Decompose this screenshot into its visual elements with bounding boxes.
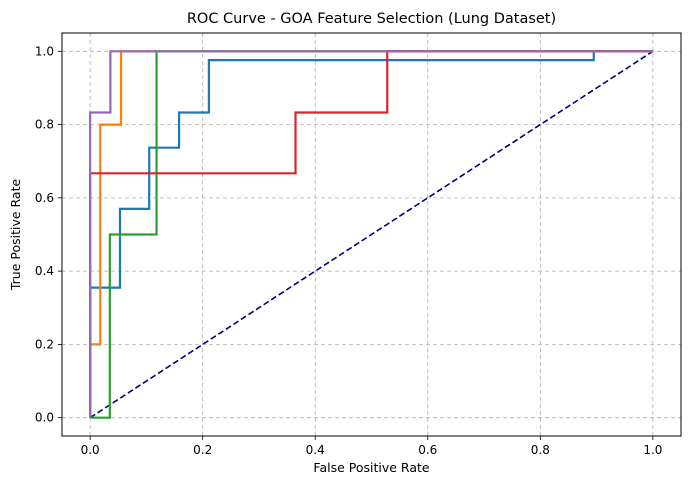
ticks: 0.0 0.2 0.4 0.6 0.8 1.0 0.0 0.2 0.4 0.6 0.8 1.0 (35, 44, 663, 457)
x-axis-label: False Positive Rate (313, 460, 429, 475)
plot-frame (61, 32, 682, 437)
y-tick-label: 0.2 (35, 337, 54, 351)
y-axis-label: True Positive Rate (8, 179, 23, 292)
x-tick-label: 0.4 (306, 443, 325, 457)
y-tick-label: 0.4 (35, 264, 54, 278)
chart-title: ROC Curve - GOA Feature Selection (Lung … (187, 11, 556, 27)
x-tick-label: 0.8 (531, 443, 550, 457)
y-tick-label: 1.0 (35, 44, 54, 58)
y-tick-label: 0.0 (35, 411, 54, 425)
y-tick-label: 0.6 (35, 191, 54, 205)
roc-curve-line-5 (89, 50, 653, 418)
x-tick-label: 0.2 (193, 443, 212, 457)
x-tick-label: 1.0 (643, 443, 662, 457)
x-tick-label: 0.6 (418, 443, 437, 457)
reference-diagonal-line (89, 50, 654, 419)
series-group (89, 50, 654, 419)
roc-curve-line-1 (89, 50, 653, 418)
x-tick-label: 0.0 (81, 443, 100, 457)
y-tick-label: 0.8 (35, 118, 54, 132)
